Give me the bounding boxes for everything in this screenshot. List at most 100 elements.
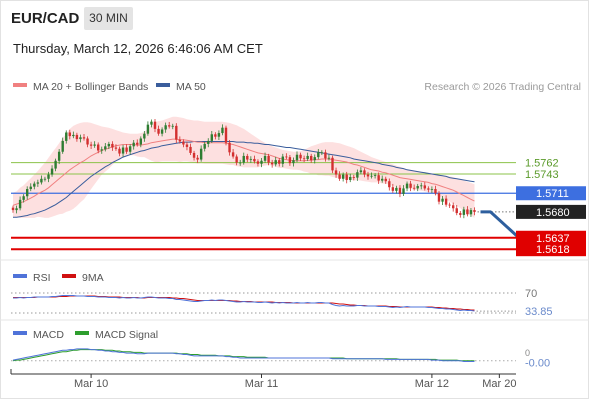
ma20-line: [12, 138, 475, 206]
candle-down: [391, 187, 395, 191]
candle-down: [157, 128, 160, 134]
last-price-label: 1.5680: [536, 207, 570, 219]
legend-label-rsi-9ma: 9MA: [82, 272, 104, 284]
last-price-tag: [516, 204, 586, 219]
ma50-line: [13, 141, 475, 218]
level-label-1.5637: 1.5637: [536, 233, 570, 245]
timeframe-button[interactable]: 30 MIN: [84, 7, 133, 30]
candle-down: [427, 188, 430, 190]
candle-down: [214, 134, 217, 137]
currency-pair-title: EUR/CAD: [11, 10, 80, 27]
candle-up: [36, 182, 40, 184]
candle-down: [136, 142, 139, 145]
candle-up: [420, 185, 423, 187]
candle-down: [434, 189, 437, 194]
candle-down: [192, 152, 196, 158]
candle-up: [217, 133, 221, 137]
candle-up: [430, 189, 434, 190]
candle-down: [82, 137, 86, 139]
level-label-1.5618: 1.5618: [536, 244, 570, 256]
level-label-1.5743: 1.5743: [525, 169, 559, 181]
candle-up: [143, 133, 146, 139]
candle-down: [455, 208, 458, 214]
candle-up: [207, 140, 210, 144]
candle-up: [370, 175, 373, 177]
candle-down: [366, 174, 370, 177]
candle-down: [153, 121, 157, 129]
candle-up: [306, 155, 309, 159]
candle-up: [313, 157, 316, 161]
candle-up: [320, 152, 324, 154]
candle-up: [65, 132, 68, 141]
candle-up: [210, 134, 213, 141]
candle-down: [114, 147, 118, 149]
candle-up: [239, 162, 242, 164]
candle-up: [61, 140, 64, 152]
candle-up: [72, 134, 75, 137]
legend-swatch-macd-signal: [75, 331, 89, 335]
candle-up: [359, 170, 363, 173]
candle-down: [125, 147, 128, 152]
macd-line: [12, 348, 475, 362]
candle-down: [388, 181, 391, 188]
candle-up: [373, 175, 377, 176]
legend-label-ma20: MA 20 + Bollinger Bands: [33, 81, 148, 93]
candle-up: [281, 156, 284, 164]
candle-up: [405, 183, 409, 189]
candle-down: [352, 177, 355, 178]
candle-up: [402, 188, 405, 194]
candle-up: [104, 146, 107, 150]
candle-up: [349, 177, 352, 181]
candle-down: [334, 170, 338, 175]
candle-down: [452, 205, 455, 209]
candle-down: [331, 157, 334, 171]
candle-down: [246, 155, 249, 160]
candle-down: [345, 174, 348, 181]
legend-label-rsi: RSI: [33, 272, 51, 284]
candle-up: [341, 174, 345, 179]
level-tag-1.5711: [516, 186, 586, 201]
candle-up: [249, 158, 253, 160]
candle-down: [89, 144, 93, 146]
candle-down: [466, 209, 469, 215]
candle-up: [160, 129, 164, 134]
candle-down: [178, 139, 182, 142]
candle-up: [47, 174, 50, 179]
candle-up: [40, 178, 43, 183]
candle-down: [175, 125, 178, 140]
candle-up: [54, 160, 57, 169]
candle-down: [310, 155, 313, 161]
candle-down: [412, 187, 416, 189]
legend-swatch-rsi: [13, 274, 27, 278]
legend-swatch-ma50: [156, 83, 170, 87]
candle-down: [398, 187, 402, 194]
candle-down: [185, 144, 189, 147]
candle-up: [22, 196, 25, 200]
candle-down: [235, 156, 238, 163]
legend-swatch-ma20: [13, 83, 27, 87]
candle-up: [416, 186, 419, 189]
candle-down: [459, 213, 462, 215]
candle-up: [164, 125, 167, 130]
candle-down: [168, 125, 171, 127]
candle-down: [437, 193, 441, 202]
candle-up: [107, 143, 111, 147]
candle-up: [441, 198, 444, 202]
candle-down: [377, 175, 380, 181]
candle-up: [33, 183, 36, 187]
candle-down: [97, 144, 100, 151]
level-label-1.5762: 1.5762: [525, 158, 559, 170]
candle-down: [384, 178, 387, 182]
legend-swatch-macd: [13, 331, 27, 335]
legend-label-macd-signal: MACD Signal: [95, 329, 158, 341]
candle-up: [395, 187, 398, 191]
candle-down: [267, 155, 270, 163]
candle-up: [132, 142, 135, 147]
candle-down: [423, 185, 426, 189]
x-tick-label: Mar 10: [74, 378, 108, 390]
macd-zero-label: 0: [525, 348, 530, 358]
candle-down: [363, 170, 366, 175]
level-tag-1.5637: [516, 230, 586, 245]
candle-up: [79, 137, 82, 140]
